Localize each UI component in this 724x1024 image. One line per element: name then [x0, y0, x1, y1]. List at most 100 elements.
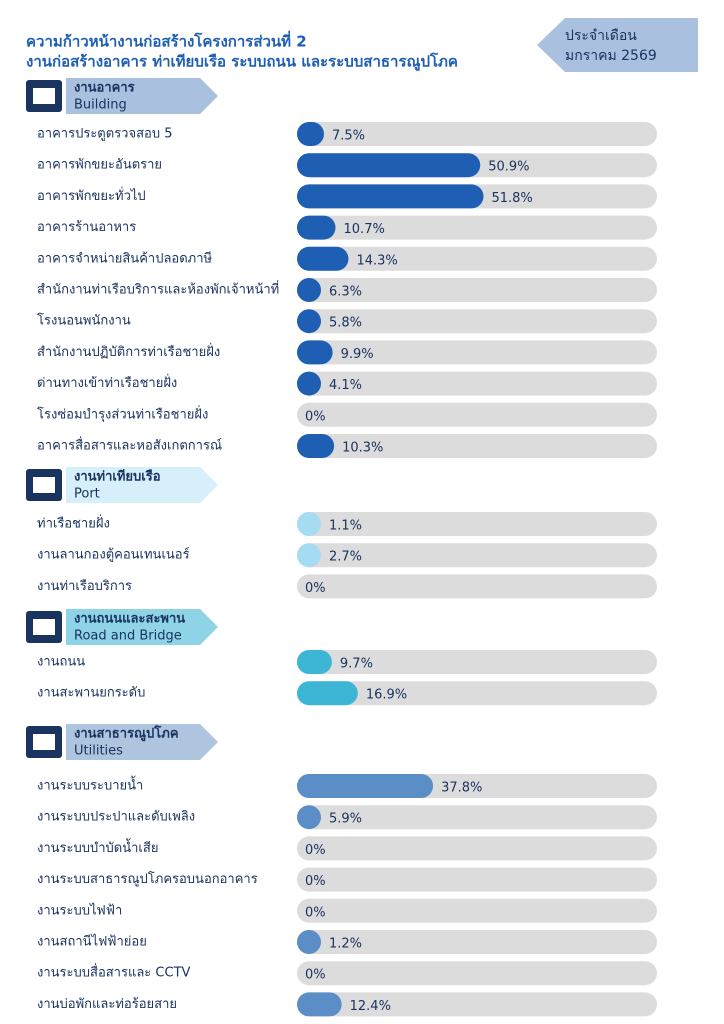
row-label: งานสะพานยกระดับ — [37, 686, 145, 701]
row-label: งานลานกองตู้คอนเทนเนอร์ — [37, 547, 190, 563]
value-label: 0% — [305, 968, 326, 983]
row-label: ด่านทางเข้าท่าเรือชายฝั่ง — [37, 374, 177, 391]
progress-bar — [297, 512, 321, 536]
value-label: 0% — [305, 581, 326, 596]
period-line: มกราคม 2569 — [565, 48, 657, 64]
progress-bar — [297, 930, 321, 954]
track — [297, 246, 657, 271]
row-label: งานระบบบำบัดน้ำเสีย — [37, 838, 158, 856]
section-icon-detail — [33, 619, 55, 635]
row-label: งานระบบไฟฟ้า — [37, 902, 122, 918]
progress-bar — [297, 650, 332, 674]
value-label: 1.1% — [329, 519, 362, 534]
track — [297, 805, 657, 830]
value-label: 5.8% — [329, 316, 362, 331]
row-label: อาคารร้านอาหาร — [37, 220, 136, 235]
value-label: 10.7% — [344, 222, 385, 237]
value-label: 0% — [305, 409, 326, 424]
value-label: 6.3% — [329, 285, 362, 300]
row-label: อาคารพักขยะอันตราย — [37, 158, 162, 173]
track — [297, 434, 657, 458]
progress-bar — [297, 246, 349, 271]
track — [297, 543, 657, 568]
row-label: ท่าเรือชายฝั่ง — [37, 515, 110, 532]
track — [297, 402, 657, 427]
value-label: 14.3% — [356, 253, 397, 268]
title-line: งานก่อสร้างอาคาร ท่าเทียบเรือ ระบบถนน แล… — [26, 52, 458, 72]
track — [297, 574, 657, 599]
row-label: สำนักงานปฏิบัติการท่าเรือชายฝั่ง — [37, 343, 220, 360]
row-label: อาคารจำหน่ายสินค้าปลอดภาษี — [37, 250, 213, 266]
section-banner — [66, 724, 218, 760]
row-label: งานระบบระบายน้ำ — [37, 776, 143, 794]
track — [297, 278, 657, 302]
section-icon-detail — [33, 734, 55, 750]
row-label: งานท่าเรือบริการ — [37, 578, 132, 594]
value-label: 0% — [305, 843, 326, 858]
track — [297, 961, 657, 986]
row-label: งานบ่อพักและท่อร้อยสาย — [37, 997, 177, 1012]
track — [297, 512, 657, 536]
row-label: สำนักงานท่าเรือบริการและห้องพักเจ้าหน้าท… — [37, 281, 279, 298]
progress-bar — [297, 992, 342, 1017]
progress-bar — [297, 122, 324, 146]
period-line: ประจำเดือน — [565, 28, 637, 44]
value-label: 10.3% — [342, 441, 383, 456]
row-label: งานสถานีไฟฟ้าย่อย — [37, 934, 147, 950]
value-label: 50.9% — [488, 160, 529, 175]
progress-bar — [297, 215, 336, 240]
value-label: 51.8% — [491, 191, 532, 206]
section-title: งานถนนและสะพาน — [74, 612, 185, 627]
value-label: 9.9% — [341, 347, 374, 362]
value-label: 9.7% — [340, 657, 373, 672]
track — [297, 650, 657, 674]
row-label: อาคารพักขยะทั่วไป — [37, 187, 146, 204]
track — [297, 867, 657, 892]
progress-bar — [297, 681, 358, 706]
track — [297, 898, 657, 923]
track — [297, 309, 657, 334]
section-icon-detail — [33, 88, 55, 104]
section-subtitle: Building — [74, 98, 127, 113]
value-label: 37.8% — [441, 781, 482, 796]
value-label: 1.2% — [329, 937, 362, 952]
value-label: 12.4% — [350, 999, 391, 1014]
row-label: งานระบบประปาและดับเพลิง — [37, 810, 195, 825]
progress-bar — [297, 184, 484, 209]
section-banner — [66, 609, 218, 645]
progress-bar — [297, 774, 434, 798]
row-label: โรงนอนพนักงาน — [37, 313, 131, 329]
section-banner — [66, 78, 218, 114]
value-label: 2.7% — [329, 550, 362, 565]
section-subtitle: Road and Bridge — [74, 629, 182, 644]
row-label: งานถนน — [37, 655, 85, 670]
value-label: 16.9% — [366, 688, 407, 703]
track — [297, 122, 657, 146]
progress-bar — [297, 309, 321, 334]
section-subtitle: Utilities — [74, 744, 123, 759]
track — [297, 215, 657, 240]
track — [297, 681, 657, 706]
progress-bar — [297, 434, 335, 458]
row-label: อาคารประตูตรวจสอบ 5 — [37, 127, 172, 142]
progress-bar — [297, 278, 321, 302]
row-label: งานระบบสื่อสารและ CCTV — [37, 964, 191, 981]
value-label: 5.9% — [329, 812, 362, 827]
row-label: งานระบบสาธารณูปโภครอบนอกอาคาร — [37, 871, 258, 887]
track — [297, 340, 657, 365]
row-label: อาคารสื่อสารและหอสังเกตการณ์ — [37, 437, 222, 454]
progress-bar — [297, 340, 333, 365]
value-label: 7.5% — [332, 129, 365, 144]
track — [297, 836, 657, 861]
progress-bar — [297, 543, 321, 568]
value-label: 0% — [305, 874, 326, 889]
section-title: งานอาคาร — [74, 81, 135, 96]
section-icon-detail — [33, 477, 55, 493]
value-label: 0% — [305, 905, 326, 920]
row-label: โรงซ่อมบำรุงส่วนท่าเรือชายฝั่ง — [37, 405, 208, 422]
section-banner — [66, 467, 218, 503]
value-label: 4.1% — [329, 378, 362, 393]
section-title: งานสาธารณูปโภค — [74, 725, 179, 742]
track — [297, 930, 657, 954]
